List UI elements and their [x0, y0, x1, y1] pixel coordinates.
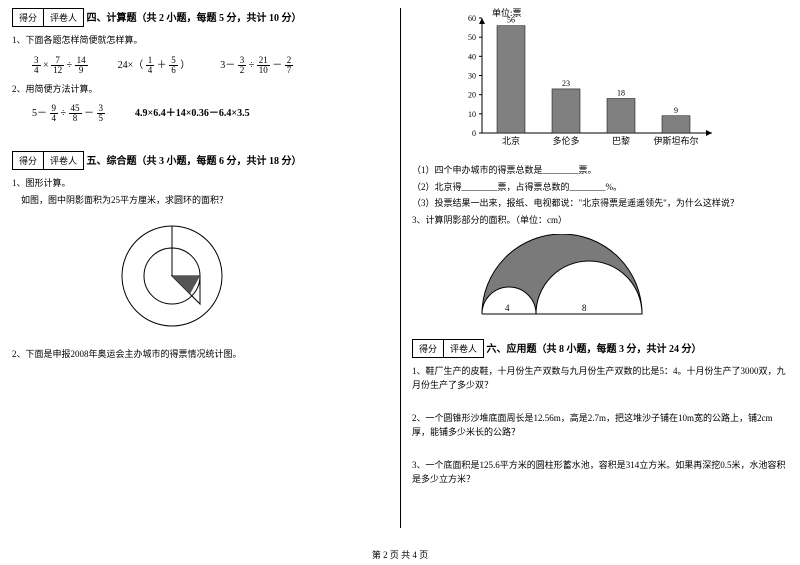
svg-text:60: 60: [468, 14, 476, 23]
chart-sub1: （1）四个申办城市的得票总数是________票。: [412, 164, 788, 178]
svg-text:20: 20: [468, 91, 476, 100]
svg-text:40: 40: [468, 52, 476, 61]
expr-row-2: 5－ 94 ÷ 458 － 35 4.9×6.4＋14×0.36－6.4×3.5: [32, 104, 388, 123]
svg-text:多伦多: 多伦多: [552, 135, 579, 146]
grader-label: 评卷人: [44, 152, 83, 169]
expr-2b: 4.9×6.4＋14×0.36－6.4×3.5: [135, 104, 250, 123]
svg-text:伊斯坦布尔: 伊斯坦布尔: [653, 135, 698, 146]
q5-1b: 如图，图中阴影面积为25平方厘米，求圆环的面积？: [12, 194, 388, 208]
svg-text:30: 30: [468, 72, 476, 81]
section-4-title: 四、计算题（共 2 小题，每题 5 分，共计 10 分）: [87, 13, 302, 24]
svg-text:23: 23: [562, 79, 570, 88]
svg-text:巴黎: 巴黎: [612, 135, 630, 146]
q5-1: 1、图形计算。: [12, 177, 388, 191]
q5-3: 3、计算阴影部分的面积。（单位：cm）: [412, 214, 788, 228]
section-6-title: 六、应用题（共 8 小题，每题 3 分，共计 24 分）: [487, 344, 702, 355]
expr-row-1: 34 × 712 ÷ 149 24×（ 14 ＋ 56 ） 3－ 32 ÷ 21…: [32, 56, 388, 75]
q4-1: 1、下面各题怎样简便就怎样算。: [12, 34, 388, 48]
q6-3: 3、一个底面积是125.6平方米的圆柱形蓄水池，容积是314立方米。如果再深挖0…: [412, 459, 788, 486]
expr-1a: 34 × 712 ÷ 149: [32, 56, 88, 75]
q4-2: 2、用简便方法计算。: [12, 83, 388, 97]
expr-1c: 3－ 32 ÷ 2110 － 27: [220, 56, 293, 75]
svg-text:10: 10: [468, 110, 476, 119]
svg-text:8: 8: [582, 303, 587, 313]
semicircle-figure: 4 8: [472, 234, 672, 324]
expr-1b: 24×（ 14 ＋ 56 ）: [118, 56, 191, 75]
score-label: 得分: [13, 9, 44, 26]
vote-bar-chart: 单位:票010203040506056北京23多伦多18巴黎9伊斯坦布尔: [452, 8, 732, 158]
q5-2: 2、下面是申报2008年奥运会主办城市的得票情况统计图。: [12, 348, 388, 362]
score-box-6: 得分 评卷人: [412, 339, 484, 358]
chart-sub3: （3）投票结果一出来，报纸、电视都说："北京得票是遥遥领先"，为什么这样说？: [412, 197, 788, 211]
score-label: 得分: [13, 152, 44, 169]
left-column: 得分 评卷人 四、计算题（共 2 小题，每题 5 分，共计 10 分） 1、下面…: [0, 0, 400, 540]
grader-label: 评卷人: [444, 340, 483, 357]
right-column: 单位:票010203040506056北京23多伦多18巴黎9伊斯坦布尔 （1）…: [400, 0, 800, 540]
page-footer: 第 2 页 共 4 页: [0, 548, 800, 561]
score-box-5: 得分 评卷人: [12, 151, 84, 170]
ring-figure: [92, 216, 252, 336]
chart-sub2: （2）北京得________票，占得票总数的________%。: [412, 181, 788, 195]
svg-text:56: 56: [507, 16, 515, 25]
svg-text:50: 50: [468, 33, 476, 42]
svg-text:北京: 北京: [502, 135, 520, 146]
grader-label: 评卷人: [44, 9, 83, 26]
svg-text:9: 9: [674, 106, 678, 115]
q6-1: 1、鞋厂生产的皮鞋，十月份生产双数与九月份生产双数的比是5：4。十月份生产了30…: [412, 365, 788, 392]
expr-2a: 5－ 94 ÷ 458 － 35: [32, 104, 105, 123]
svg-text:0: 0: [472, 129, 476, 138]
score-box-4: 得分 评卷人: [12, 8, 84, 27]
svg-text:4: 4: [505, 303, 510, 313]
section-5-title: 五、综合题（共 3 小题，每题 6 分，共计 18 分）: [87, 156, 302, 167]
q6-2: 2、一个圆锥形沙堆底面周长是12.56m，高是2.7m，把这堆沙子铺在10m宽的…: [412, 412, 788, 439]
score-label: 得分: [413, 340, 444, 357]
svg-text:18: 18: [617, 89, 625, 98]
